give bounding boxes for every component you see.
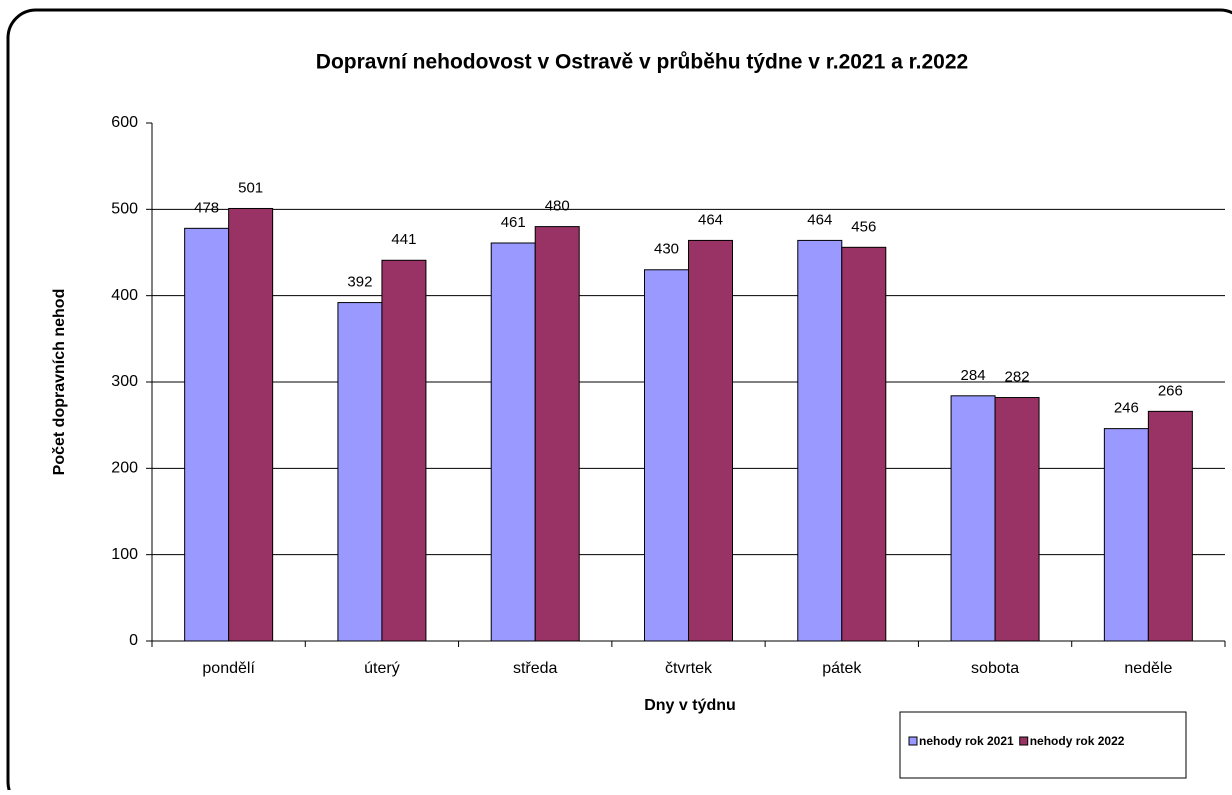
bar: [841, 246, 887, 642]
value-label: 284: [961, 367, 986, 384]
bar: [490, 242, 536, 642]
bar: [228, 207, 274, 642]
bar: [688, 239, 733, 642]
chart-frame: [6, 8, 1232, 795]
x-tick-label: středa: [513, 660, 558, 677]
legend-label: nehody rok 2022: [1030, 734, 1125, 748]
y-tick-label: 100: [111, 546, 138, 563]
value-label: 266: [1158, 382, 1183, 399]
chart-title: Dopravní nehodovost v Ostravě v průběhu …: [316, 51, 968, 74]
y-tick-label: 500: [111, 201, 138, 218]
value-label: 501: [238, 179, 263, 196]
x-axis-label: Dny v týdnu: [644, 697, 736, 714]
legend-swatch: [908, 736, 918, 746]
bar: [381, 259, 427, 642]
value-label: 464: [807, 211, 832, 228]
value-label: 456: [851, 218, 876, 235]
bar: [644, 269, 689, 642]
y-tick-label: 200: [111, 460, 138, 477]
bar: [994, 397, 1040, 642]
value-label: 480: [545, 198, 570, 215]
bar: [534, 226, 580, 642]
legend: [899, 711, 1187, 779]
value-label: 441: [391, 231, 416, 248]
bar: [1147, 410, 1193, 642]
legend-swatch: [1019, 736, 1029, 746]
y-axis-label: Počet dopravních nehod: [51, 289, 68, 476]
value-label: 430: [654, 241, 679, 258]
y-tick-label: 600: [111, 114, 138, 131]
x-tick-label: pondělí: [202, 660, 255, 677]
legend-label: nehody rok 2021: [919, 734, 1014, 748]
value-label: 478: [194, 199, 219, 216]
x-tick-label: úterý: [364, 660, 400, 677]
value-label: 461: [501, 214, 526, 231]
x-tick-label: pátek: [822, 660, 862, 677]
y-tick-label: 0: [129, 632, 138, 649]
value-label: 464: [698, 211, 723, 228]
y-tick-label: 300: [111, 373, 138, 390]
x-tick-label: sobota: [971, 660, 1019, 677]
bar: [1103, 428, 1149, 642]
y-tick-label: 400: [111, 287, 138, 304]
bar: [950, 395, 996, 642]
x-tick-label: čtvrtek: [665, 660, 713, 677]
bar: [797, 239, 843, 642]
value-label: 282: [1005, 369, 1030, 386]
x-tick-label: neděle: [1124, 660, 1172, 677]
value-label: 246: [1114, 400, 1139, 417]
bar: [184, 227, 230, 642]
value-label: 392: [347, 274, 372, 291]
bar: [337, 302, 383, 642]
